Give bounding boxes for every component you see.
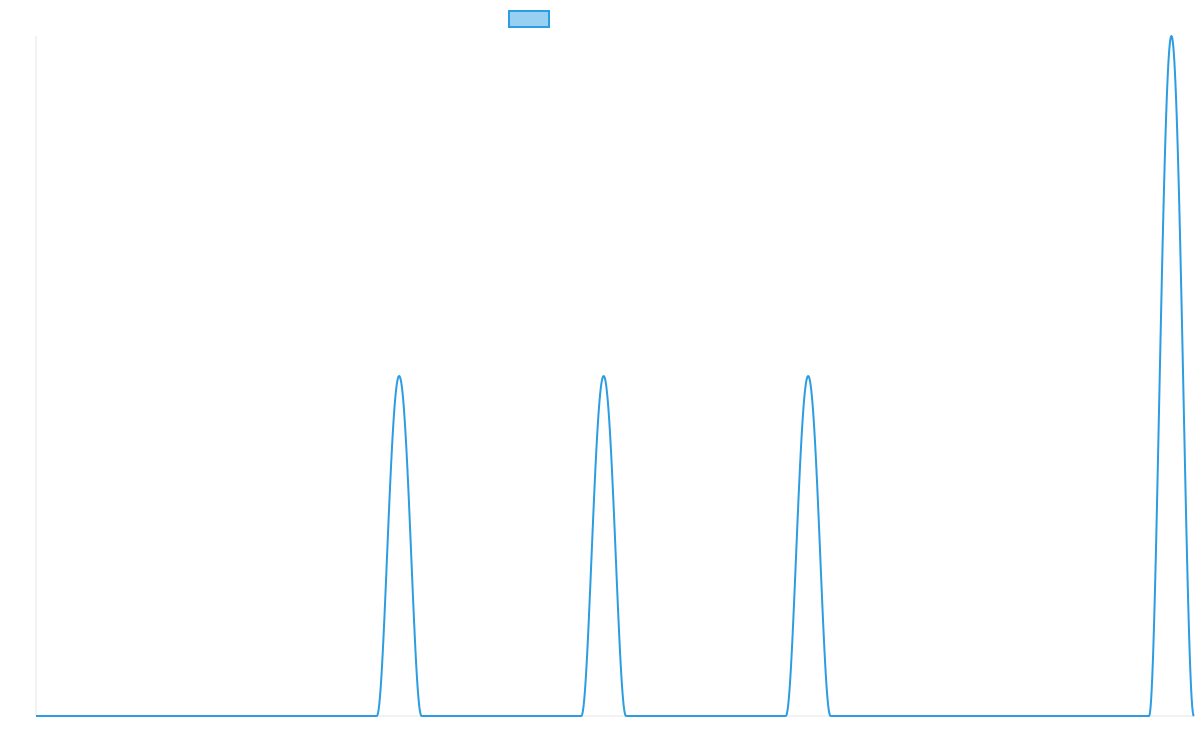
data-point[interactable] [374,713,380,719]
data-point[interactable] [578,713,584,719]
data-point[interactable] [396,373,402,379]
data-point[interactable] [1191,713,1197,719]
data-point[interactable] [1146,713,1152,719]
data-point[interactable] [33,713,39,719]
data-point[interactable] [601,373,607,379]
data-point[interactable] [419,713,425,719]
data-point[interactable] [623,713,629,719]
axes [35,36,1194,717]
data-point[interactable] [828,713,834,719]
data-point[interactable] [1168,33,1174,39]
series-line [35,35,1195,717]
data-point[interactable] [805,373,811,379]
data-point[interactable] [783,713,789,719]
legend-swatch[interactable] [508,10,550,28]
series-layer [33,33,1197,719]
